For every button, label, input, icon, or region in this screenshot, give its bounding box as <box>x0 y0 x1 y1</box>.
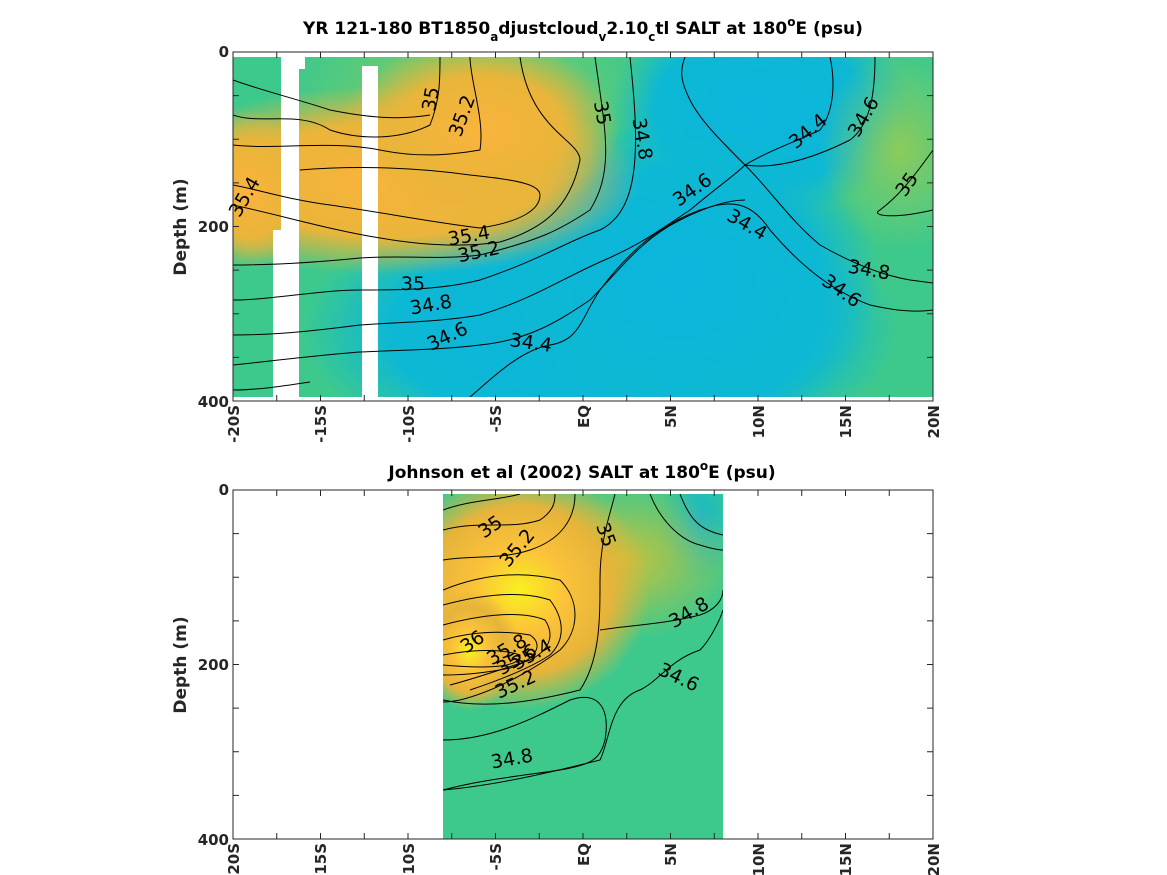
bottom-ytick-label: 400 <box>198 831 229 849</box>
top-ytick-label: 0 <box>219 43 229 61</box>
bottom-contour-lines <box>443 494 723 791</box>
bottom-xtick-label: 5N <box>662 843 680 866</box>
top-xtick-label: -15S <box>312 405 330 443</box>
top-ytick-label: 200 <box>198 218 229 236</box>
top-panel: YR 121-180 BT1850adjustcloudv2.10ctl SAL… <box>171 15 943 443</box>
top-missing-column-3 <box>297 57 305 69</box>
bottom-xtick-label: -20S <box>225 843 243 875</box>
bottom-xtick-label: 15N <box>837 843 855 875</box>
bottom-panel: Johnson et al (2002) SALT at 180oE (psu) <box>171 459 943 875</box>
top-chart-title: YR 121-180 BT1850adjustcloudv2.10ctl SAL… <box>302 15 863 44</box>
bottom-axis-ticks <box>232 489 934 840</box>
top-clabel: 35 <box>589 99 615 127</box>
top-missing-column-2 <box>273 230 283 397</box>
bottom-xtick-label: -5S <box>487 843 505 870</box>
bottom-ytick-label: 0 <box>219 481 229 499</box>
bottom-xtick-label: 20N <box>925 843 943 875</box>
top-contour-lines <box>233 57 933 397</box>
top-xtick-label: EQ <box>575 405 593 428</box>
top-xtick-label: -10S <box>400 405 418 443</box>
bottom-xtick-label: 10N <box>750 843 768 875</box>
top-xtick-label: 10N <box>750 405 768 438</box>
bottom-xtick-label: -10S <box>400 843 418 875</box>
top-missing-column-1 <box>281 57 299 397</box>
top-xtick-label: 5N <box>662 405 680 428</box>
top-y-axis-label: Depth (m) <box>171 178 191 275</box>
top-xtick-label: -20S <box>225 405 243 443</box>
bottom-salinity-field <box>443 494 723 839</box>
top-axis-ticks <box>232 51 934 402</box>
bottom-ytick-label: 200 <box>198 656 229 674</box>
bottom-xtick-label: EQ <box>575 843 593 866</box>
top-xtick-label: 20N <box>925 405 943 438</box>
top-ytick-label: 400 <box>198 393 229 411</box>
top-salinity-field <box>233 57 933 397</box>
bottom-y-axis-label: Depth (m) <box>171 616 191 713</box>
top-clabel: 35 <box>401 273 425 295</box>
bottom-chart-title: Johnson et al (2002) SALT at 180oE (psu) <box>387 459 775 483</box>
top-xtick-labels: -20S -15S -10S -5S EQ 5N 10N 15N 20N <box>225 405 943 443</box>
top-xtick-label: 15N <box>837 405 855 438</box>
bottom-xtick-labels: -20S -15S -10S -5S EQ 5N 10N 15N 20N <box>225 843 943 875</box>
top-xtick-label: -5S <box>487 405 505 432</box>
top-clabel: 35 <box>418 85 444 113</box>
bottom-xtick-label: -15S <box>312 843 330 875</box>
